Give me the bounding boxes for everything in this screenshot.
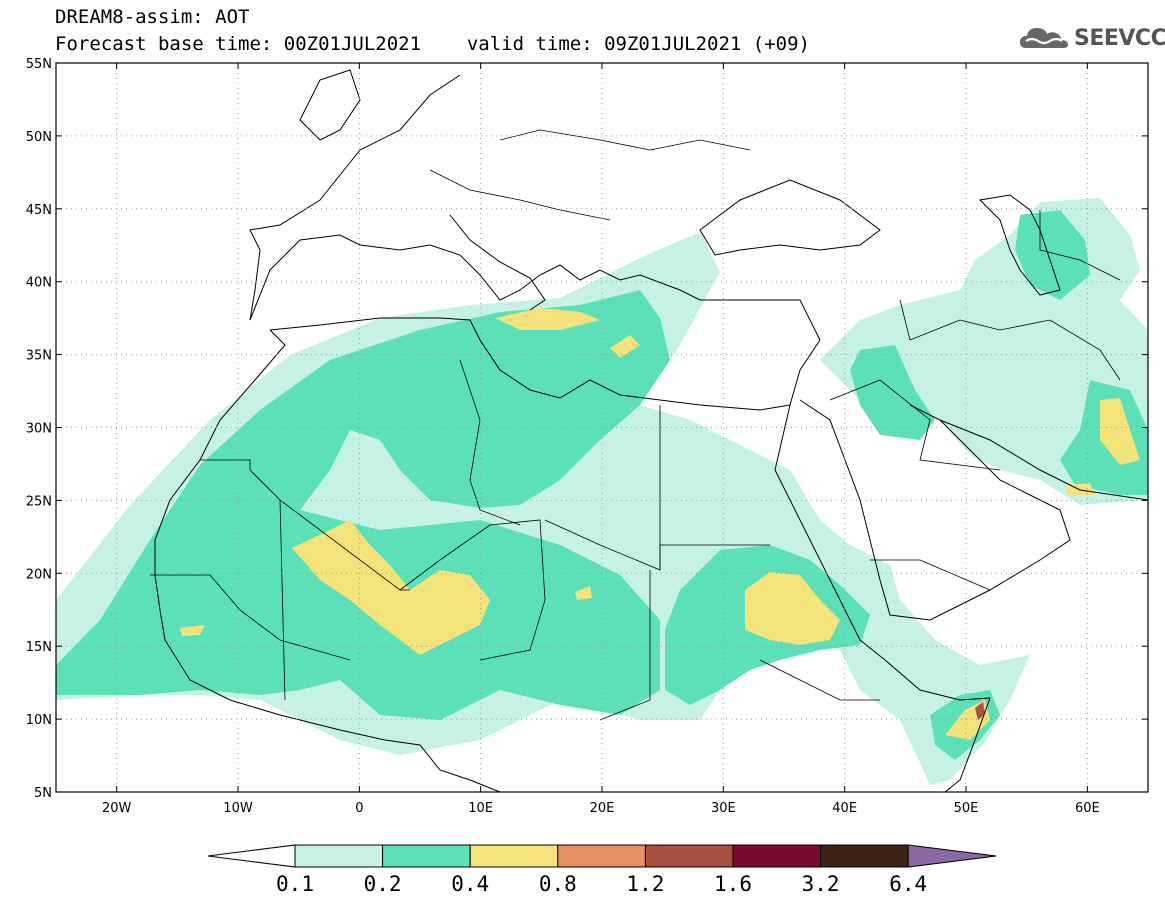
border-segment (759, 659, 880, 701)
border-segment (499, 129, 751, 151)
coast-caspian (978, 194, 1061, 296)
colorbar-level-label: 0.1 (276, 872, 314, 896)
logo-text: SEEVCCC (1074, 25, 1165, 51)
base-time-label: Forecast base time: 00Z01JUL2021 (55, 33, 422, 55)
colorbar-swatch (382, 844, 471, 868)
coast-arabia (799, 399, 1071, 621)
colorbar-low-arrow (207, 844, 296, 868)
aot-layer-0.2 (850, 345, 935, 440)
lat-tick-label: 20N (26, 567, 52, 582)
border-segment (200, 459, 410, 591)
aot-layer-0.4 (180, 625, 205, 636)
colorbar-swatch (294, 844, 384, 868)
forecast-times: Forecast base time: 00Z01JUL2021 valid t… (55, 33, 810, 55)
colorbar-swatch (469, 844, 559, 868)
border-segment (279, 499, 286, 701)
lat-tick-label: 40N (26, 276, 52, 291)
colorbar-level-label: 3.2 (802, 872, 840, 896)
lat-tick-label: 5N (34, 786, 52, 801)
lon-tick-label: 0 (355, 801, 363, 816)
coast-east-africa (944, 697, 991, 792)
colorbar-swatch (732, 844, 822, 868)
lat-tick-label: 35N (26, 349, 52, 364)
lon-tick-label: 20E (590, 801, 615, 816)
colorbar-level-label: 0.4 (451, 872, 489, 896)
border-segment (899, 299, 961, 341)
lat-tick-label: 45N (26, 203, 52, 218)
lon-tick-label: 10W (223, 801, 253, 816)
aot-layer-0.4 (745, 572, 840, 645)
country-borders (150, 129, 1121, 721)
border-segment (599, 570, 651, 721)
lat-tick-label: 15N (26, 640, 52, 655)
border-segment (1039, 210, 1121, 281)
colorbar-level-label: 1.6 (714, 872, 752, 896)
seevccc-logo: SEEVCCC (1018, 24, 1165, 52)
lat-tick-label: 55N (26, 57, 52, 72)
coastlines (154, 69, 1148, 792)
map-title: DREAM8-assim: AOT (55, 6, 250, 28)
coast-atlantic-europe (249, 74, 461, 321)
colorbar-level-label: 0.2 (364, 872, 402, 896)
aot-layer-1.2 (975, 702, 985, 720)
coast-red-sea-west (774, 404, 991, 701)
aot-layer-0.4 (1100, 398, 1140, 465)
lat-tick-label: 10N (26, 713, 52, 728)
border-segment (150, 574, 241, 611)
border-segment (429, 169, 611, 221)
lat-tick-label: 50N (26, 130, 52, 145)
colorbar-high-arrow (907, 844, 997, 868)
colorbar-level-label: 6.4 (889, 872, 927, 896)
aot-layer-0.4 (575, 586, 592, 600)
coast-british-isles (299, 69, 361, 141)
axis-labels: 55N 50N 45N 40N 35N 30N 25N 20N 15N 10N 5N 20W 10W 0 1… (26, 57, 1100, 816)
colorbar-level-label: 0.8 (539, 872, 577, 896)
border-segment (399, 519, 546, 661)
lon-tick-label: 10E (468, 801, 493, 816)
colorbar: 0.1 0.2 0.4 0.8 1.2 1.6 3.2 6.4 (207, 844, 997, 896)
aot-layer-0.2 (1015, 210, 1090, 300)
coast-med-south (269, 317, 791, 411)
colorbar-swatch (644, 844, 734, 868)
lon-tick-label: 60E (1075, 801, 1100, 816)
aot-layer-0.2 (56, 290, 670, 720)
lon-tick-label: 40E (832, 801, 857, 816)
lon-tick-label: 50E (954, 801, 979, 816)
lat-tick-label: 30N (26, 422, 52, 437)
aot-layer-0.4 (292, 520, 490, 655)
border-segment (829, 379, 1001, 471)
coast-italy (449, 214, 546, 311)
border-segment (870, 559, 991, 591)
lon-tick-label: 20W (102, 801, 132, 816)
colorbar-level-label: 1.2 (626, 872, 664, 896)
colorbar-swatch (820, 844, 909, 868)
border-segment (459, 359, 521, 526)
coast-west-africa (154, 329, 501, 792)
lon-tick-label: 30E (711, 801, 736, 816)
aot-contours (56, 198, 1148, 785)
border-segment (239, 609, 351, 661)
colorbar-swatch (557, 844, 646, 868)
valid-time-label: valid time: 09Z01JUL2021 (+09) (466, 33, 810, 55)
gridlines (56, 63, 1148, 792)
aot-layer-0.4 (610, 335, 640, 358)
axis-ticks (56, 62, 1148, 793)
coast-europe-med (249, 234, 821, 406)
aot-layer-0.4 (495, 308, 600, 330)
cloud-icon (1020, 28, 1068, 48)
lat-tick-label: 25N (26, 494, 52, 509)
coast-iran (939, 419, 1148, 501)
border-segment (959, 319, 1121, 381)
coast-black-sea (699, 179, 881, 256)
